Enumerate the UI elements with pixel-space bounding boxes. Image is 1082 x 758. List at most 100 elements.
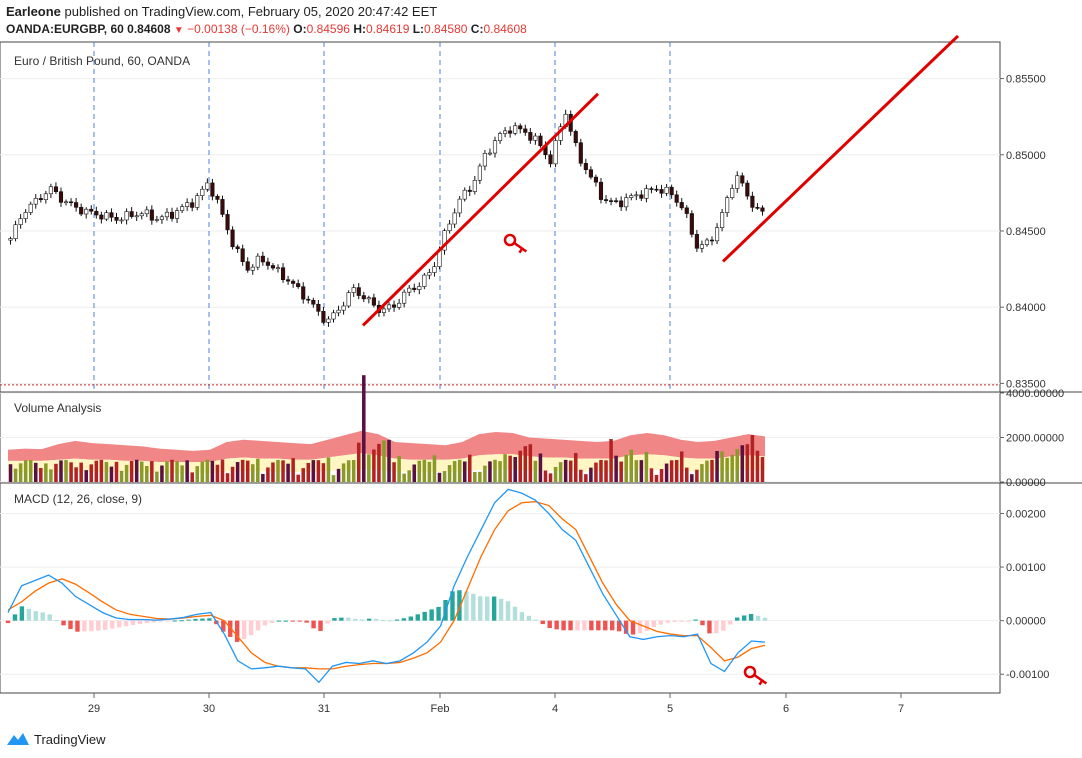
volume-bar [659, 469, 664, 482]
candle-up [154, 219, 159, 221]
candle-down [755, 207, 760, 209]
y-tick-label: 0.84500 [1006, 226, 1046, 238]
volume-bar [64, 459, 68, 482]
candle-down [649, 188, 654, 190]
macd-histogram-bar [339, 617, 344, 621]
volume-bar [538, 453, 543, 482]
macd-histogram-bar [596, 620, 601, 631]
macd-histogram-bar [109, 620, 115, 629]
volume-bar [104, 461, 109, 482]
candle-down [588, 169, 593, 178]
y-tick-label: 0.84000 [1006, 302, 1046, 314]
low-label: L: [412, 22, 425, 36]
volume-bar [124, 464, 129, 482]
candle-up [503, 130, 508, 134]
candle-down [270, 265, 276, 269]
x-tick-label: 7 [898, 703, 904, 715]
volume-bar [185, 460, 189, 482]
candle-down [215, 195, 220, 200]
volume-bar [619, 461, 623, 482]
candle-down [190, 202, 195, 208]
volume-bar [462, 461, 467, 482]
volume-bar [341, 463, 346, 482]
macd-histogram-bar [408, 616, 414, 621]
macd-histogram-bar [603, 620, 608, 631]
candle-up [28, 203, 33, 213]
key-tooth [518, 247, 524, 254]
volume-bar [195, 466, 200, 482]
macd-histogram-bar [693, 619, 698, 621]
candle-down [603, 199, 609, 201]
volume-bar [367, 454, 371, 482]
author-name[interactable]: Earleone [6, 4, 61, 19]
macd-histogram-bar [679, 620, 684, 622]
volume-bar [654, 474, 659, 482]
macd-histogram-bar [200, 618, 205, 621]
volume-bar [437, 472, 442, 482]
y-tick-label: 2000.00000 [1006, 433, 1064, 445]
candle-up [336, 309, 341, 314]
candle-down [58, 191, 64, 203]
candle-down [684, 207, 689, 214]
candle-up [624, 197, 629, 208]
macd-histogram-bar [234, 620, 240, 642]
volume-bar [528, 444, 533, 482]
header-line-2: OANDA:EURGBP, 60 0.84608 ▼ −0.00138 (−0.… [6, 22, 527, 36]
candle-up [124, 211, 129, 221]
macd-histogram-bar [672, 620, 677, 622]
volume-bar [377, 443, 381, 482]
y-tick-label: -0.00100 [1006, 669, 1049, 681]
candle-down [99, 214, 104, 220]
y-tick-label: 0.00000 [1006, 477, 1046, 489]
tradingview-brand[interactable]: TradingView [34, 731, 106, 747]
macd-histogram-bar [151, 620, 157, 623]
macd-histogram-bar [485, 596, 490, 621]
candle-up [331, 312, 336, 320]
volume-bar [129, 460, 134, 482]
macd-histogram-bar [33, 611, 38, 621]
candle-up [513, 125, 518, 134]
price-change: −0.00138 (−0.16%) [187, 22, 290, 36]
volume-bar [740, 445, 745, 482]
candle-up [417, 286, 422, 290]
candle-down [740, 175, 745, 184]
volume-bar [483, 465, 487, 482]
candle-down [316, 303, 321, 312]
volume-bar [493, 459, 497, 482]
macd-histogram-bar [512, 606, 518, 621]
candle-down [760, 207, 765, 212]
macd-histogram-bar [103, 620, 108, 630]
volume-bar [664, 463, 669, 482]
candle-down [149, 209, 154, 221]
volume-bar [412, 464, 417, 482]
macd-histogram-bar [582, 620, 587, 631]
candle-down [109, 212, 114, 218]
macd-histogram-bar [630, 620, 636, 635]
macd-histogram-bar [755, 615, 761, 621]
volume-bar [679, 451, 684, 482]
volume-bar [422, 459, 427, 482]
volume-bar [286, 463, 290, 482]
candle-down [508, 130, 513, 134]
volume-bar [392, 462, 396, 482]
y-tick-label: 0.83500 [1006, 378, 1046, 390]
volume-bar [488, 461, 492, 482]
volume-bar [589, 467, 593, 482]
volume-bar [8, 464, 13, 482]
candle-down [669, 186, 674, 196]
volume-bar [99, 459, 104, 482]
symbol-label[interactable]: OANDA:EURGBP, 60 [6, 22, 124, 36]
candle-up [482, 153, 487, 167]
volume-bar [165, 461, 169, 482]
volume-bar [145, 465, 149, 482]
macd-histogram-bar [26, 608, 32, 621]
last-price: 0.84608 [127, 22, 171, 36]
macd-histogram-bar [276, 620, 282, 622]
macd-histogram-bar [144, 620, 150, 624]
candle-up [477, 165, 482, 181]
high-label: H: [353, 22, 366, 36]
candle-up [13, 224, 18, 239]
volume-bar [240, 459, 245, 482]
x-tick-label: 30 [203, 703, 215, 715]
